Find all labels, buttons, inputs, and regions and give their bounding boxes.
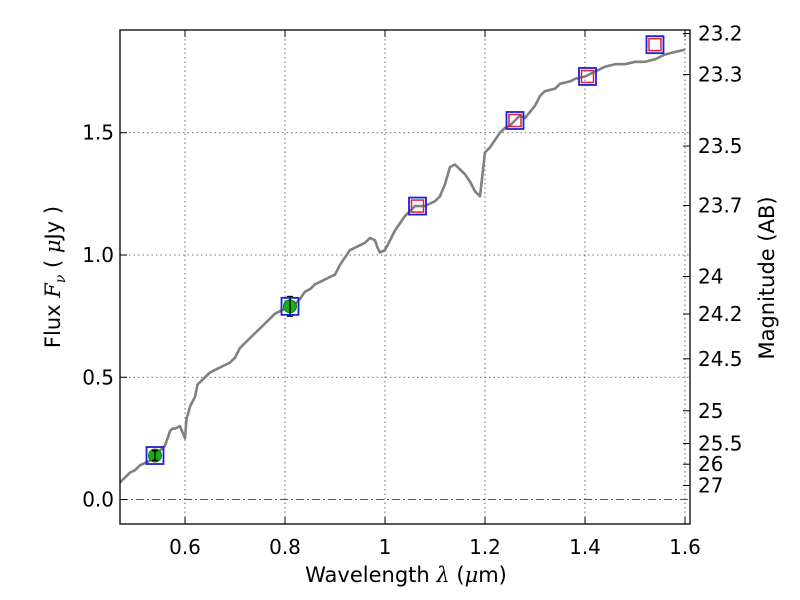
y2-tick-label: 24.2 bbox=[698, 302, 743, 326]
x-tick-label: 1 bbox=[379, 535, 392, 559]
x-axis-label: Wavelength λ (μm) bbox=[305, 563, 507, 587]
x-tick-label: 1.6 bbox=[669, 535, 701, 559]
model-band-marker bbox=[578, 67, 597, 86]
y-tick-label: 0.5 bbox=[82, 365, 114, 389]
grid bbox=[120, 30, 690, 524]
y2-tick-label: 24.5 bbox=[698, 347, 743, 371]
x-tick-label: 1.4 bbox=[569, 535, 601, 559]
model-band-marker bbox=[645, 35, 665, 55]
series bbox=[120, 35, 686, 484]
upper-limit-marker bbox=[508, 113, 522, 128]
y2-tick-label: 26 bbox=[698, 452, 723, 476]
y2-tick-label: 27 bbox=[698, 473, 723, 497]
model-sed-line bbox=[120, 48, 686, 484]
x-tick-label: 0.8 bbox=[269, 535, 301, 559]
y-axis: 0.0 0.5 1.0 1.5 bbox=[82, 121, 127, 512]
y2-tick-label: 23.7 bbox=[698, 194, 743, 218]
y-tick-label: 1.5 bbox=[82, 121, 114, 145]
y2-tick-label: 23.2 bbox=[698, 22, 743, 46]
x-tick-label: 1.2 bbox=[469, 535, 501, 559]
model-band-marker bbox=[408, 196, 427, 216]
upper-limit-marker bbox=[410, 199, 425, 213]
y2-tick-label: 24 bbox=[698, 265, 723, 289]
upper-limit-marker bbox=[580, 69, 595, 84]
x-axis: 0.6 0.8 1 1.2 1.4 1.6 bbox=[169, 30, 701, 559]
y2-tick-label: 25 bbox=[698, 399, 723, 423]
plot-frame bbox=[119, 29, 691, 525]
y-axis-label: Flux Fν ( μJy ) bbox=[41, 206, 69, 348]
upper-limit-marker bbox=[648, 37, 662, 52]
model-band-marker bbox=[505, 111, 525, 130]
y-tick-label: 1.0 bbox=[82, 243, 114, 267]
x-tick-label: 0.6 bbox=[169, 535, 201, 559]
y2-tick-label: 25.5 bbox=[698, 432, 743, 456]
y2-tick-label: 23.3 bbox=[698, 63, 743, 87]
y2-axis-label: Magnitude (AB) bbox=[755, 196, 779, 359]
model-band-marker bbox=[145, 446, 165, 465]
y2-tick-label: 23.5 bbox=[698, 134, 743, 158]
y-tick-label: 0.0 bbox=[82, 488, 114, 512]
model-band-marker bbox=[280, 296, 300, 316]
